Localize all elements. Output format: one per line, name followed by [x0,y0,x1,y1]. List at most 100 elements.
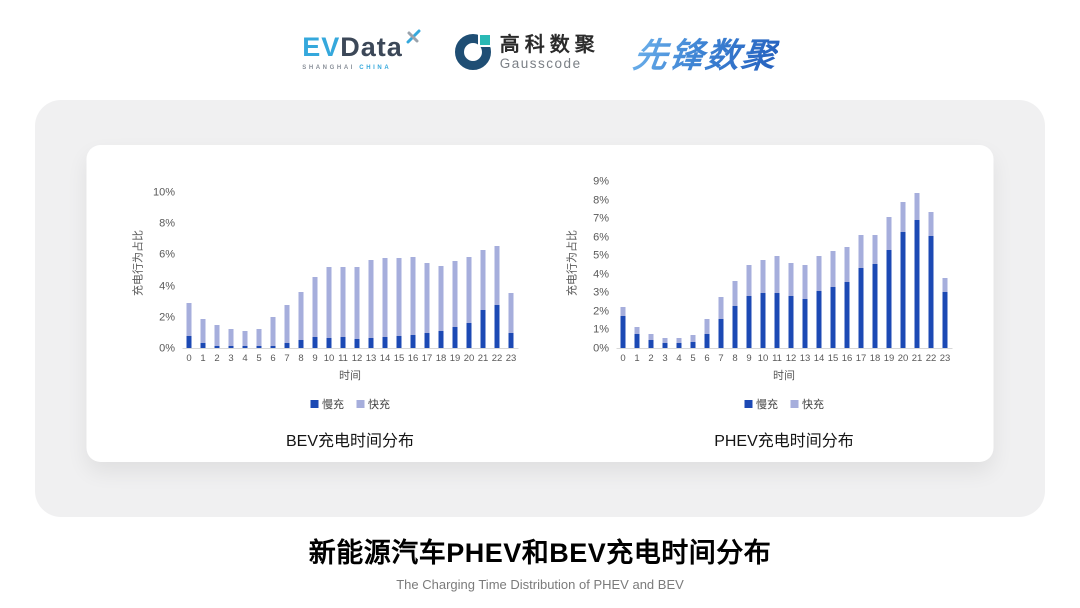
bar-segment-快充 [732,280,738,306]
bar-segment-快充 [284,304,290,343]
x-tick-label: 17 [421,353,433,364]
stacked-bar [760,260,766,348]
bar-slot [686,182,700,348]
x-axis-ticks: 0 1 2 3 4 5 6 7 8 9 10 11 12 13 14 15 16 17 18 19 20 21 22 23 [182,349,518,364]
bar-segment-快充 [466,256,472,324]
bar-segment-慢充 [466,323,472,348]
x-tick-label: 2 [214,353,220,364]
stacked-bar [270,317,276,348]
bar-segment-快充 [368,260,374,338]
bar-slot [322,193,336,348]
bar-slot [616,182,630,348]
bar-segment-快充 [662,337,668,344]
bar-segment-快充 [214,324,220,346]
bar-slot [924,182,938,348]
bar-segment-快充 [242,330,248,347]
stacked-bar [858,234,864,348]
stacked-bar [298,292,304,348]
bar-segment-快充 [312,276,318,338]
bar-slot [896,182,910,348]
y-tick-label: 9% [593,175,609,188]
stacked-bar [508,292,514,348]
bar-segment-慢充 [816,290,822,348]
bar-slot [448,193,462,348]
stacked-bar [620,306,626,348]
bar-slot [728,182,742,348]
bar-segment-快充 [494,246,500,306]
x-tick-label: 17 [855,353,867,364]
x-tick-label: 22 [491,353,503,364]
y-tick-label: 3% [593,286,609,299]
evdata-china-text: CHINA [359,64,392,71]
x-tick-label: 3 [662,353,668,364]
x-tick-label: 4 [676,353,682,364]
bar-slot [308,193,322,348]
bar-segment-快充 [914,193,920,220]
stacked-bar [186,303,192,348]
bar-segment-快充 [676,337,682,344]
x-tick-label: 12 [351,353,363,364]
bar-segment-快充 [718,297,724,319]
x-tick-label: 10 [323,353,335,364]
x-tick-label: 8 [732,353,738,364]
bar-slot [252,193,266,348]
bar-segment-快充 [424,262,430,333]
gausscode-mark-icon [454,34,491,70]
bar-segment-慢充 [270,345,276,348]
bar-slot [420,193,434,348]
bar-segment-慢充 [844,281,850,348]
main-subtitle: The Charging Time Distribution of PHEV a… [396,577,684,592]
bar-segment-慢充 [634,334,640,348]
evdata-subtext: SHANGHAI CHINA [302,65,421,71]
bar-slot [238,193,252,348]
y-tick-label: 0% [159,342,175,355]
bar-segment-慢充 [802,299,808,348]
bar-segment-慢充 [494,305,500,348]
gausscode-cn-text: 高科数聚 [499,33,600,56]
bar-segment-慢充 [508,332,514,348]
stacked-bar [746,265,752,348]
x-tick-label: 19 [883,353,895,364]
stacked-bar [914,193,920,348]
evdata-ev-text: EV [302,31,341,62]
bar-segment-慢充 [942,291,948,348]
x-tick-label: 0 [620,353,626,364]
bar-segment-慢充 [200,342,206,348]
bar-segment-慢充 [858,267,864,348]
bar-segment-慢充 [774,292,780,348]
bar-slot [840,182,854,348]
x-tick-label: 21 [911,353,923,364]
stacked-bar [774,255,780,348]
stacked-bar [200,318,206,348]
y-axis-label-column: 充电行为占比 [562,177,580,349]
stacked-bar [466,256,472,348]
bar-slot [644,182,658,348]
charts-card: 充电行为占比 0% 2% 4% 6% 8% 10% 0 1 2 3 4 5 6 7 8 9 10 11 12 13 1… [86,145,994,462]
bar-slot [210,193,224,348]
x-tick-label: 1 [634,353,640,364]
y-axis-title: 充电行为占比 [132,230,144,296]
bar-segment-快充 [354,266,360,339]
bar-segment-慢充 [340,337,346,348]
y-tick-label: 7% [593,212,609,225]
stacked-bar [634,326,640,348]
bar-slot [182,193,196,348]
bar-slot [784,182,798,348]
evdata-shanghai-text: SHANGHAI [302,64,360,71]
bar-segment-快充 [200,318,206,343]
stacked-bar [382,258,388,348]
x-tick-label: 23 [505,353,517,364]
stacked-bar [424,262,430,348]
bar-segment-慢充 [928,236,934,348]
stacked-bar [872,234,878,348]
stacked-bar [816,255,822,348]
legend-swatch-icon [790,400,798,408]
stacked-bar [788,263,794,348]
y-tick-label: 10% [152,186,175,199]
bar-segment-快充 [760,260,766,293]
bar-segment-快充 [928,212,934,237]
bar-segment-快充 [830,251,836,288]
y-tick-label: 2% [593,305,609,318]
bar-slot [392,193,406,348]
y-tick-label: 1% [593,323,609,336]
